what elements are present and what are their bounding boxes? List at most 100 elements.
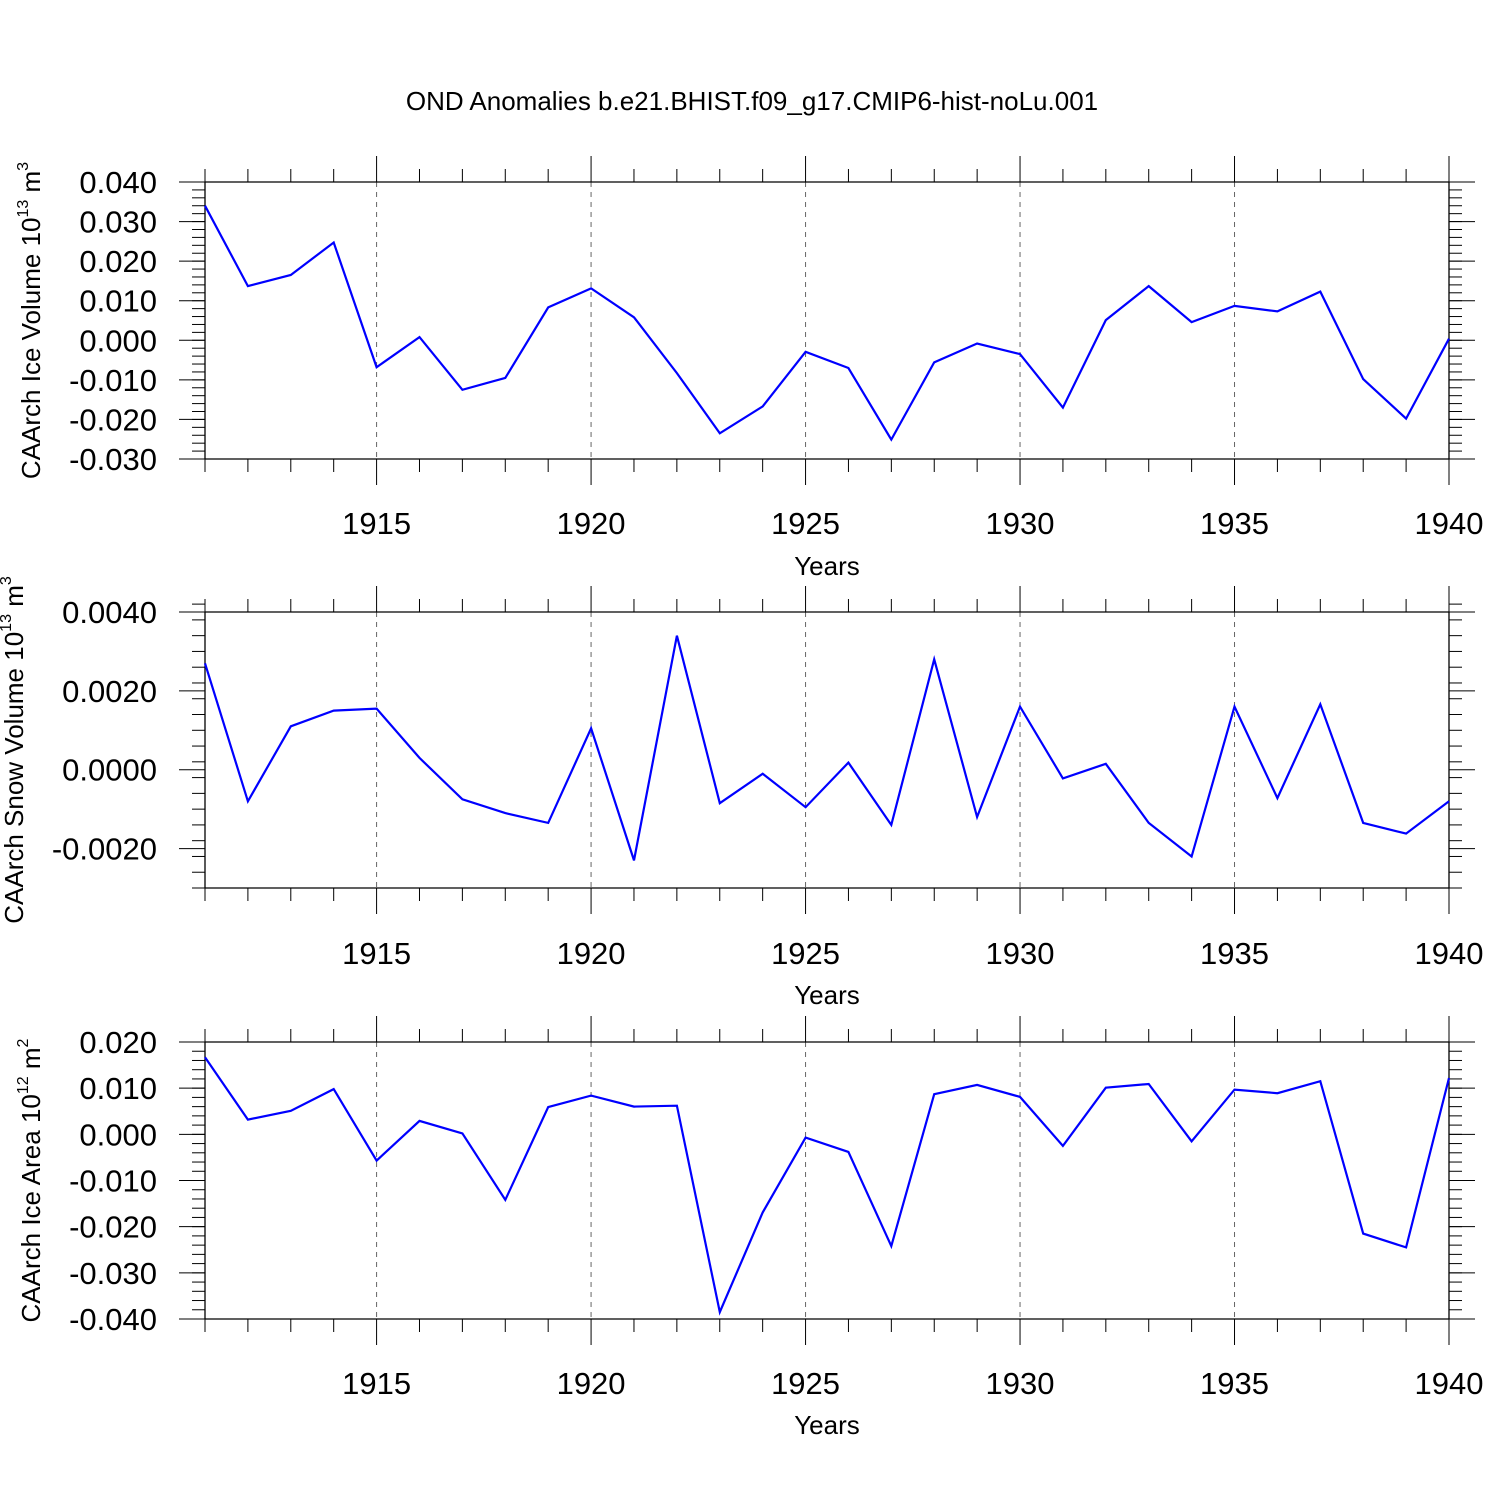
data-point	[375, 1159, 379, 1163]
data-point	[503, 811, 507, 815]
data-point	[1061, 1144, 1065, 1148]
data-point	[675, 371, 679, 375]
data-point	[289, 724, 293, 728]
data-point	[1190, 320, 1194, 324]
x-tick-label: 1940	[1415, 1366, 1484, 1401]
x-tick-label: 1915	[342, 1366, 411, 1401]
data-point	[375, 365, 379, 369]
y-tick-label: -0.040	[69, 1302, 157, 1337]
data-point	[589, 1094, 593, 1098]
x-tick-label: 1930	[986, 506, 1055, 541]
y-axis-label: CAArch Ice Area 1012 m2	[15, 1038, 46, 1322]
data-point	[632, 1105, 636, 1109]
x-tick-label: 1930	[986, 936, 1055, 971]
data-point	[1147, 284, 1151, 288]
data-point	[417, 756, 421, 760]
chart-panel-2: -0.0020 0.0000 0.0020 0.0040 1915 1920 1925 193…	[0, 576, 1483, 1010]
data-point	[975, 341, 979, 345]
data-point	[1018, 705, 1022, 709]
data-point	[1275, 1091, 1279, 1095]
y-tick-label: 0.030	[79, 205, 157, 240]
data-point	[589, 726, 593, 730]
data-point	[546, 1105, 550, 1109]
y-tick-label: -0.020	[69, 402, 157, 437]
y-axis-label: CAArch Snow Volume 1013 m3	[0, 576, 29, 924]
data-point	[1104, 1086, 1108, 1090]
data-point	[1447, 337, 1451, 341]
y-tick-label: -0.020	[69, 1210, 157, 1245]
y-tick-label: 0.010	[79, 1071, 157, 1106]
data-point	[1104, 318, 1108, 322]
data-point	[203, 661, 207, 665]
data-point	[846, 366, 850, 370]
data-point	[804, 805, 808, 809]
x-tick-label: 1930	[986, 1366, 1055, 1401]
data-point	[632, 315, 636, 319]
chart-panel-1: -0.030 -0.020 -0.010 0.000 0.010 0.020 0.030 0.…	[15, 156, 1483, 581]
data-point	[375, 707, 379, 711]
data-point	[546, 821, 550, 825]
data-point	[761, 1210, 765, 1214]
x-tick-label: 1925	[771, 506, 840, 541]
x-tick-label: 1920	[557, 936, 626, 971]
data-point	[1318, 702, 1322, 706]
data-point	[289, 273, 293, 277]
data-point	[1233, 705, 1237, 709]
data-point	[460, 388, 464, 392]
x-axis-label: Years	[794, 551, 860, 581]
data-point	[761, 404, 765, 408]
data-point	[1147, 1082, 1151, 1086]
data-point	[460, 1131, 464, 1135]
data-point	[332, 709, 336, 713]
data-point	[1404, 832, 1408, 836]
y-tick-label: 0.000	[79, 323, 157, 358]
data-point	[675, 1104, 679, 1108]
y-tick-label: 0.010	[79, 284, 157, 319]
data-point	[675, 634, 679, 638]
data-point	[589, 286, 593, 290]
x-tick-label: 1915	[342, 506, 411, 541]
data-point	[932, 1092, 936, 1096]
x-tick-label: 1925	[771, 936, 840, 971]
data-point	[332, 1087, 336, 1091]
y-tick-label: 0.020	[79, 244, 157, 279]
data-point	[1018, 1095, 1022, 1099]
data-point	[1404, 1245, 1408, 1249]
series-line	[204, 205, 1450, 442]
data-point	[932, 657, 936, 661]
data-point	[632, 858, 636, 862]
y-tick-label: 0.0020	[62, 674, 157, 709]
data-point	[975, 815, 979, 819]
data-point	[1233, 1088, 1237, 1092]
y-tick-label: -0.010	[69, 363, 157, 398]
data-point	[1361, 377, 1365, 381]
y-tick-label: 0.020	[79, 1025, 157, 1060]
data-point	[1233, 304, 1237, 308]
y-tick-label: 0.040	[79, 165, 157, 200]
data-point	[246, 1118, 250, 1122]
x-tick-label: 1935	[1200, 1366, 1269, 1401]
y-axis-label: CAArch Ice Volume 1013 m3	[15, 162, 46, 479]
data-point	[1275, 796, 1279, 800]
data-point	[1447, 1076, 1451, 1080]
data-point	[246, 799, 250, 803]
data-point	[718, 431, 722, 435]
data-point	[975, 1083, 979, 1087]
series-line	[204, 1056, 1451, 1316]
panels: -0.030 -0.020 -0.010 0.000 0.010 0.020 0.030 0.…	[0, 156, 1483, 1440]
data-point	[889, 1244, 893, 1248]
data-point	[1318, 290, 1322, 294]
data-point	[889, 438, 893, 442]
data-point	[1361, 1232, 1365, 1236]
y-tick-label: 0.0040	[62, 595, 157, 630]
y-tick-label: 0.000	[79, 1117, 157, 1152]
data-point	[289, 1109, 293, 1113]
data-point	[503, 1198, 507, 1202]
data-point	[889, 823, 893, 827]
data-point	[203, 1055, 207, 1059]
data-point	[804, 350, 808, 354]
data-point	[1061, 776, 1065, 780]
data-point	[1190, 854, 1194, 858]
data-point	[1061, 406, 1065, 410]
